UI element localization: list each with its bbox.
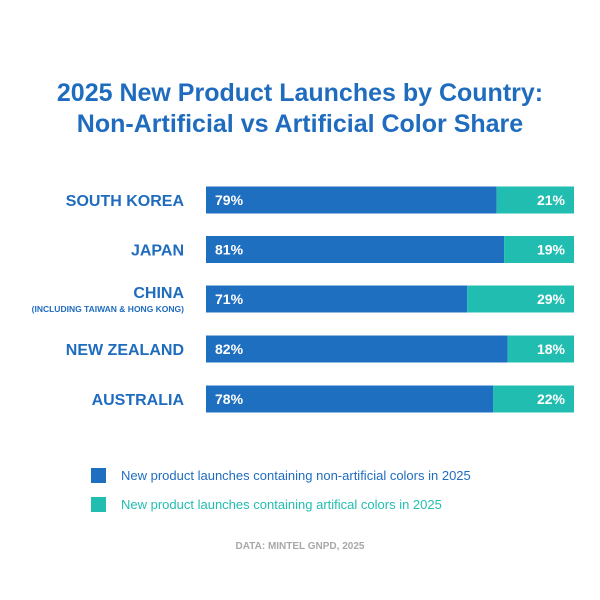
bar-artificial-4 [493,385,574,413]
data-label-artificial-3: 18% [537,341,566,357]
category-label-2: CHINA [133,285,184,302]
bar-non-artificial-1 [206,236,505,263]
bar-artificial-2 [467,285,574,313]
category-label-4: AUSTRALIA [92,392,185,409]
legend-label-non-artificial: New product launches containing non-arti… [121,468,471,483]
legend-swatch-non-artificial [91,468,106,483]
data-label-non-artificial-2: 71% [215,291,244,307]
data-label-artificial-2: 29% [537,291,566,307]
title-line-1: 2025 New Product Launches by Country: [56,79,544,107]
title-line-2: Non-Artificial vs Artificial Color Share [76,110,524,138]
bar-non-artificial-4 [206,385,494,413]
category-sublabel-2: (INCLUDING TAIWAN & HONG KONG) [32,304,185,314]
data-source: DATA: MINTEL GNPD, 2025 [235,541,365,552]
bar-artificial-3 [507,335,574,363]
data-label-artificial-1: 19% [537,242,566,258]
data-label-non-artificial-1: 81% [215,242,244,258]
data-label-artificial-4: 22% [537,391,566,407]
legend-swatch-artificial [91,497,106,512]
data-label-non-artificial-0: 79% [215,192,244,208]
legend-label-artificial: New product launches containing artifica… [121,497,442,512]
bar-artificial-0 [496,186,574,214]
category-label-1: JAPAN [131,243,184,260]
category-label-3: NEW ZEALAND [66,342,184,359]
legend-item-non-artificial: New product launches containing non-arti… [91,468,471,483]
data-label-non-artificial-3: 82% [215,341,244,357]
bar-non-artificial-3 [206,335,508,363]
category-label-0: SOUTH KOREA [66,193,185,210]
data-label-artificial-0: 21% [537,192,566,208]
bar-non-artificial-0 [206,186,497,214]
bar-non-artificial-2 [206,285,468,313]
chart-title: 2025 New Product Launches by Country: No… [0,78,600,140]
bar-artificial-1 [504,236,574,263]
data-label-non-artificial-4: 78% [215,391,244,407]
legend-item-artificial: New product launches containing artifica… [91,497,442,512]
